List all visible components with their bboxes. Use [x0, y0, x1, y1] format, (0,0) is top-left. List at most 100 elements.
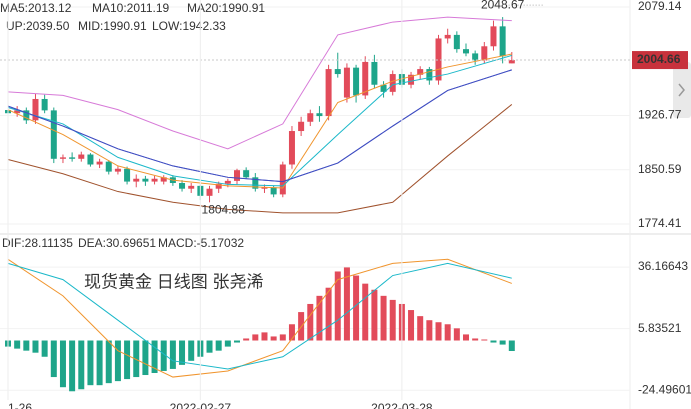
macd-bar — [472, 338, 479, 341]
candle-body — [23, 110, 30, 121]
legend-entry: MID:1990.91 — [78, 19, 147, 33]
candle-body — [481, 46, 488, 61]
macd-bar — [288, 324, 295, 341]
annotation: 1804.88 — [202, 202, 246, 216]
indicator-line — [7, 54, 512, 187]
macd-bar — [279, 334, 286, 341]
candle-body — [50, 110, 57, 159]
macd-bar — [69, 340, 76, 392]
macd-bar — [59, 340, 66, 388]
legend-entry: MA5:2013.12 — [0, 1, 72, 15]
candle-body — [472, 53, 479, 61]
macd-bar — [334, 271, 341, 341]
candle-body — [353, 67, 360, 96]
macd-bar — [243, 338, 250, 341]
candle-body — [78, 154, 85, 159]
indicator-line — [7, 69, 512, 183]
candle-body — [96, 161, 103, 165]
y-tick-label: 1774.41 — [638, 216, 682, 230]
candle-body — [243, 170, 250, 178]
candle-body — [261, 187, 268, 189]
candle-body — [234, 170, 240, 181]
candle-body — [279, 164, 286, 195]
scroll-button[interactable] — [673, 62, 691, 118]
macd-bar — [444, 324, 451, 341]
candle-body — [142, 178, 149, 182]
candle-body — [343, 67, 350, 98]
y-tick-label: 5.83521 — [638, 321, 682, 335]
macd-bar — [252, 334, 259, 341]
macd-bar — [325, 287, 332, 341]
candle-body — [453, 34, 460, 50]
candle-body — [133, 178, 140, 182]
x-tick-label: 2022-03-28 — [371, 401, 433, 409]
legend-entry: LOW:1942.33 — [152, 19, 226, 33]
macd-bar — [316, 295, 323, 341]
macd-bar — [343, 267, 350, 341]
candle-body — [316, 113, 323, 117]
y-tick-label: -24.49601 — [638, 382, 691, 396]
candle-body — [160, 177, 167, 182]
candle-body — [114, 168, 121, 172]
candle-body — [179, 183, 186, 189]
macd-bar — [362, 283, 369, 341]
y-tick-label: 36.16643 — [638, 259, 688, 273]
legend-entry: MA10:2011.19 — [92, 1, 169, 15]
candle-body — [325, 69, 332, 117]
x-tick-label: 1-26 — [8, 401, 32, 409]
candle-body — [59, 157, 66, 159]
candle-body — [426, 69, 433, 81]
macd-bar — [215, 340, 222, 351]
scroll-button-bg[interactable] — [673, 62, 691, 118]
indicator-line — [7, 53, 512, 189]
candle-body — [252, 177, 259, 189]
macd-bar — [50, 340, 57, 378]
macd-bar — [234, 340, 240, 343]
last-price-label: 2004.66 — [637, 52, 681, 66]
macd-bar — [417, 316, 424, 341]
candle-body — [435, 38, 442, 81]
macd-bar — [206, 340, 213, 353]
candle-body — [41, 98, 48, 111]
macd-bar — [353, 275, 360, 341]
candle-body — [362, 61, 369, 96]
macd-bar — [96, 340, 103, 386]
macd-bar — [490, 340, 497, 343]
candle-body — [188, 185, 195, 189]
candle-body — [105, 161, 112, 172]
macd-bar — [261, 332, 268, 341]
macd-bar — [179, 340, 186, 365]
candle-body — [334, 69, 341, 75]
indicator-line — [7, 258, 512, 378]
macd-bar — [78, 340, 85, 390]
candle-body — [124, 168, 131, 182]
macd-bar — [307, 303, 314, 341]
legend-entry: DEA:30.69651 — [78, 236, 156, 250]
macd-bar — [426, 320, 433, 341]
candle-body — [371, 61, 378, 85]
candle-body — [14, 110, 21, 114]
macd-bar — [151, 340, 158, 373]
macd-bar — [270, 336, 277, 341]
candle-body — [417, 69, 424, 75]
candle-body — [270, 187, 277, 195]
macd-bar — [41, 340, 48, 357]
watermark: 现货黄金 日线图 张尧浠 — [84, 272, 263, 291]
candle-body — [380, 84, 387, 92]
macd-bar — [188, 340, 195, 361]
macd-bar — [114, 340, 121, 382]
indicator-line — [7, 104, 513, 214]
macd-bar — [23, 340, 30, 351]
candle-body — [508, 60, 515, 64]
candle-body — [408, 74, 415, 85]
candle-body — [499, 26, 506, 57]
macd-bar — [133, 340, 140, 378]
scroll-arrow[interactable] — [678, 83, 685, 97]
indicator-line — [7, 16, 512, 150]
legend-entry: MACD:-5.17032 — [158, 236, 244, 250]
macd-bar — [481, 339, 488, 341]
candle-body — [224, 180, 231, 184]
macd-bar — [124, 340, 131, 380]
